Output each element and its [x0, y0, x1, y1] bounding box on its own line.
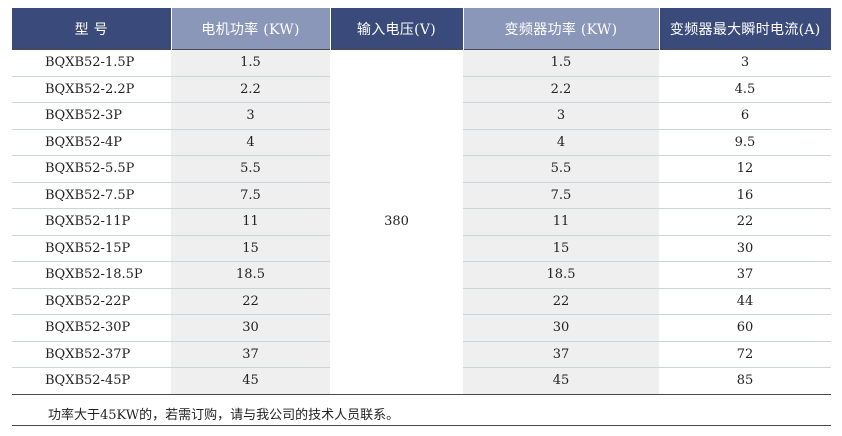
cell-max-current: 60 [659, 314, 831, 342]
cell-motor-power: 7.5 [171, 182, 330, 209]
cell-max-current: 44 [659, 288, 831, 315]
cell-motor-power: 4 [171, 129, 330, 156]
cell-max-current: 37 [659, 261, 831, 289]
cell-motor-power: 11 [171, 208, 330, 236]
cell-vfd-power: 45 [463, 367, 659, 395]
header-input-voltage: 输入电压(V) [329, 8, 463, 50]
cell-max-current: 85 [659, 367, 831, 395]
cell-model: BQXB52-22P [12, 288, 171, 315]
cell-motor-power: 37 [171, 341, 330, 368]
header-model: 型 号 [12, 8, 171, 50]
table-row: BQXB52-22P 22 22 44 [12, 288, 831, 315]
cell-vfd-power: 5.5 [463, 155, 659, 183]
cell-vfd-power: 3 [463, 102, 659, 130]
cell-vfd-power: 22 [463, 288, 659, 315]
cell-max-current: 30 [659, 235, 831, 262]
cell-input-voltage: 380 [330, 49, 463, 395]
cell-max-current: 22 [659, 208, 831, 236]
cell-vfd-power: 1.5 [463, 49, 659, 77]
cell-motor-power: 2.2 [171, 76, 330, 103]
table-row: BQXB52-3P 3 3 6 [12, 102, 831, 130]
cell-model: BQXB52-18.5P [12, 261, 171, 289]
cell-vfd-power: 4 [463, 129, 659, 156]
cell-vfd-power: 11 [463, 208, 659, 236]
cell-motor-power: 22 [171, 288, 330, 315]
cell-max-current: 12 [659, 155, 831, 183]
table-row: BQXB52-18.5P 18.5 18.5 37 [12, 261, 831, 289]
table-row: BQXB52-1.5P 1.5 380 1.5 3 [12, 49, 831, 395]
footnote-divider [12, 425, 831, 426]
spec-table: 型 号 电机功率 (KW) 输入电压(V) 变频器功率 (KW) 变频器最大瞬时… [12, 8, 831, 395]
table-row: BQXB52-5.5P 5.5 5.5 12 [12, 155, 831, 183]
cell-vfd-power: 37 [463, 341, 659, 368]
cell-max-current: 3 [659, 49, 831, 77]
table-row: BQXB52-15P 15 15 30 [12, 235, 831, 262]
cell-motor-power: 30 [171, 314, 330, 342]
cell-model: BQXB52-45P [12, 367, 171, 395]
cell-vfd-power: 15 [463, 235, 659, 262]
cell-model: BQXB52-3P [12, 102, 171, 130]
header-max-current: 变频器最大瞬时电流(A) [658, 8, 831, 50]
cell-max-current: 4.5 [659, 76, 831, 103]
cell-model: BQXB52-2.2P [12, 76, 171, 103]
table-row: BQXB52-7.5P 7.5 7.5 16 [12, 182, 831, 209]
table-row: BQXB52-4P 4 4 9.5 [12, 129, 831, 156]
table-row: BQXB52-45P 45 45 85 [12, 367, 831, 395]
cell-motor-power: 5.5 [171, 155, 330, 183]
table-row: BQXB52-11P 11 11 22 [12, 208, 831, 236]
cell-model: BQXB52-1.5P [12, 49, 171, 77]
table-row: BQXB52-2.2P 2.2 2.2 4.5 [12, 76, 831, 103]
header-vfd-power: 变频器功率 (KW) [462, 8, 659, 50]
cell-vfd-power: 2.2 [463, 76, 659, 103]
cell-model: BQXB52-4P [12, 129, 171, 156]
footnote: 功率大于45KW的，若需订购，请与我公司的技术人员联系。 [48, 408, 400, 423]
cell-motor-power: 15 [171, 235, 330, 262]
cell-vfd-power: 7.5 [463, 182, 659, 209]
cell-max-current: 6 [659, 102, 831, 130]
cell-vfd-power: 18.5 [463, 261, 659, 289]
cell-model: BQXB52-30P [12, 314, 171, 342]
table-row: BQXB52-37P 37 37 72 [12, 341, 831, 368]
table-body: BQXB52-1.5P 1.5 380 1.5 3 BQXB52-2.2P 2.2 2.2 4.… [12, 49, 831, 395]
cell-vfd-power: 30 [463, 314, 659, 342]
header-motor-power: 电机功率 (KW) [170, 8, 330, 50]
cell-motor-power: 45 [171, 367, 330, 395]
cell-model: BQXB52-7.5P [12, 182, 171, 209]
cell-model: BQXB52-37P [12, 341, 171, 368]
cell-motor-power: 3 [171, 102, 330, 130]
table-row: BQXB52-30P 30 30 60 [12, 314, 831, 342]
cell-model: BQXB52-15P [12, 235, 171, 262]
cell-max-current: 72 [659, 341, 831, 368]
cell-motor-power: 1.5 [171, 49, 330, 77]
header-row: 型 号 电机功率 (KW) 输入电压(V) 变频器功率 (KW) 变频器最大瞬时… [12, 8, 831, 50]
cell-max-current: 9.5 [659, 129, 831, 156]
cell-max-current: 16 [659, 182, 831, 209]
cell-motor-power: 18.5 [171, 261, 330, 289]
cell-model: BQXB52-11P [12, 208, 171, 236]
cell-model: BQXB52-5.5P [12, 155, 171, 183]
